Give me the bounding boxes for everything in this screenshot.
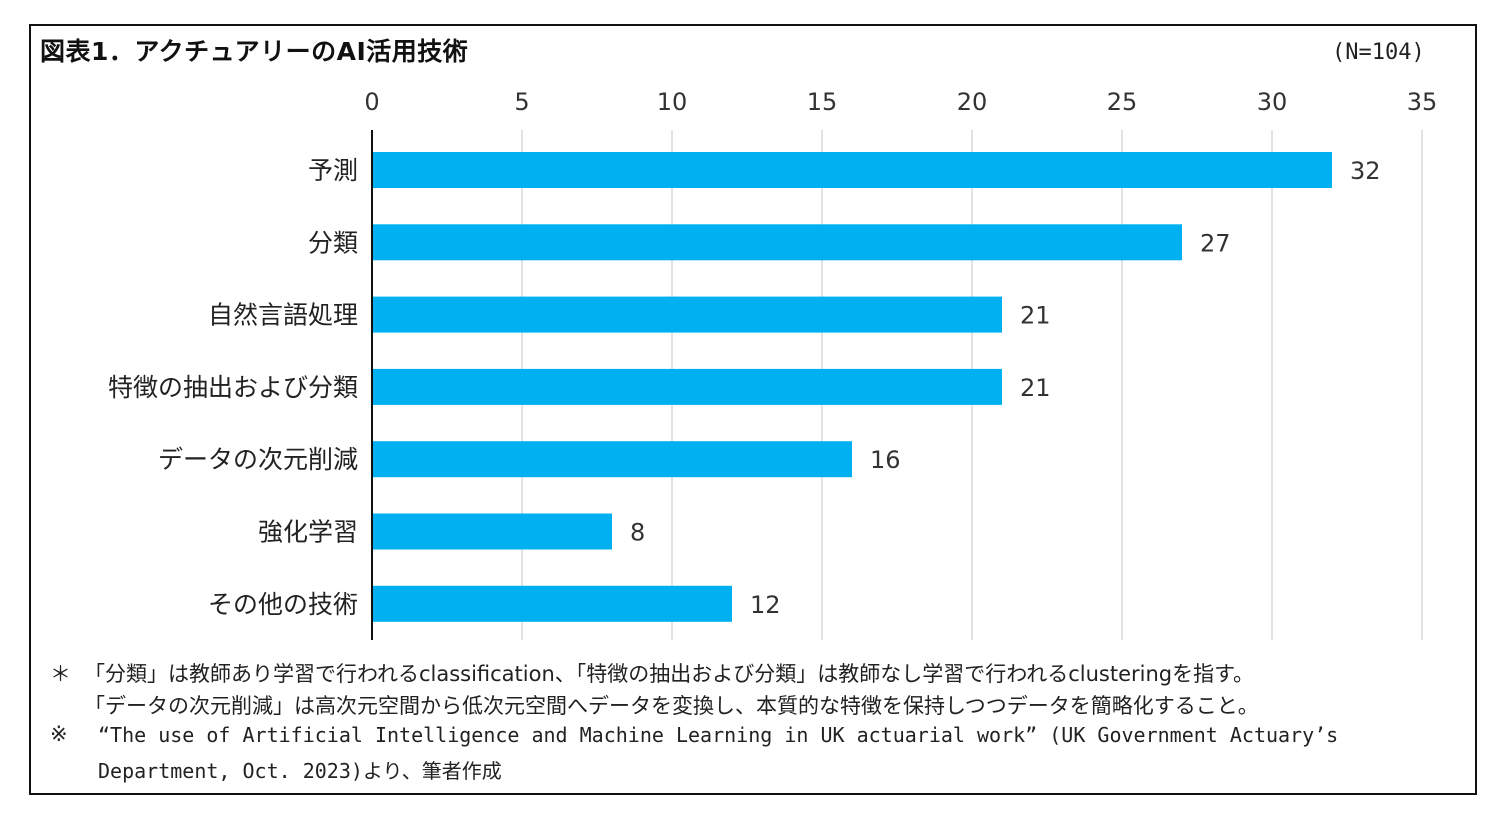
x-tick-label: 15 [807,88,838,116]
category-label: その他の技術 [208,590,358,619]
footnote-line-4: Department, Oct. 2023)より、筆者作成 [98,759,502,783]
data-label: 27 [1200,229,1231,257]
category-label: 強化学習 [258,518,358,547]
bar-2 [372,224,1182,261]
data-label: 12 [750,591,781,619]
category-label: 分類 [308,228,358,257]
figure-frame [29,24,1477,795]
data-label: 32 [1350,157,1381,185]
footnote-line-2: 「データの次元削減」は高次元空間から低次元空間へデータを変換し、本質的な特徴を保… [84,694,1259,718]
footnote-line-1: 「分類」は教師あり学習で行われるclassification、「特徴の抽出および… [84,662,1255,686]
data-labels: 32 27 21 21 16 8 12 [630,157,1381,619]
bars [372,152,1332,622]
x-tick-label: 10 [657,88,688,116]
x-tick-label: 35 [1407,88,1438,116]
footnote-line-3: “The use of Artificial Intelligence and … [98,723,1339,747]
bar-1 [372,152,1332,188]
data-label: 21 [1020,302,1051,330]
category-label: 自然言語処理 [208,301,358,330]
category-label: 特徴の抽出および分類 [108,373,358,402]
bar-5 [372,441,852,478]
x-tick-label: 5 [514,88,529,116]
data-label: 8 [630,519,645,547]
bar-6 [372,513,612,550]
sample-size-note: (N=104) [1332,40,1425,65]
data-label: 16 [870,446,901,474]
bar-4 [372,368,1002,405]
data-label: 21 [1020,374,1051,402]
category-label: 予測 [308,156,358,185]
category-label: データの次元削減 [158,445,358,474]
footnote-mark-1: ＊ [50,662,71,686]
footnote-mark-2: ※ [50,722,68,746]
x-tick-label: 20 [957,88,988,116]
x-tick-label: 0 [364,88,379,116]
x-tick-label: 30 [1257,88,1288,116]
chart-title: 図表1．アクチュアリーのAI活用技術 [40,37,469,66]
x-tick-label: 25 [1107,88,1138,116]
bar-7 [372,585,732,622]
bar-3 [372,296,1002,333]
x-tick-labels: 0 5 10 15 20 25 30 35 [364,88,1437,116]
